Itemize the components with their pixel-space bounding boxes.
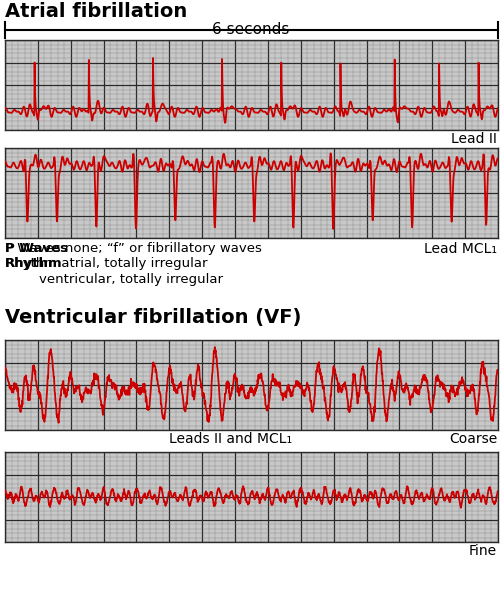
Text: P Waves none; “f” or fibrillatory waves: P Waves none; “f” or fibrillatory waves bbox=[5, 242, 262, 255]
Text: Rhythm: Rhythm bbox=[5, 257, 63, 270]
Text: Lead MCL₁: Lead MCL₁ bbox=[424, 242, 497, 256]
Text: P Waves: P Waves bbox=[5, 242, 68, 255]
Text: 6 seconds: 6 seconds bbox=[212, 22, 289, 37]
Text: ventricular, totally irregular: ventricular, totally irregular bbox=[5, 273, 223, 286]
Text: Fine: Fine bbox=[469, 544, 497, 558]
Text: Rhythm atrial, totally irregular: Rhythm atrial, totally irregular bbox=[5, 257, 207, 270]
Text: Coarse: Coarse bbox=[449, 432, 497, 446]
Text: Ventricular fibrillation (VF): Ventricular fibrillation (VF) bbox=[5, 308, 302, 327]
Text: Leads II and MCL₁: Leads II and MCL₁ bbox=[169, 432, 292, 446]
Text: Lead II: Lead II bbox=[451, 132, 497, 146]
Text: Atrial fibrillation: Atrial fibrillation bbox=[5, 2, 187, 21]
